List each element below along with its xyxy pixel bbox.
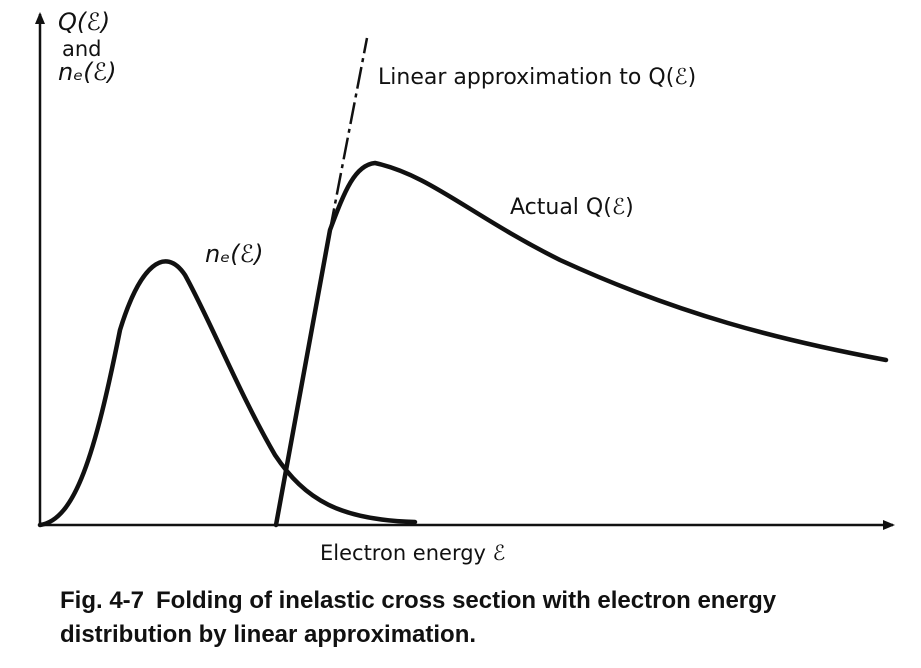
figure-caption: Fig. 4-7 Folding of inelastic cross secti…	[60, 584, 910, 652]
y-axis-label-line3: nₑ(ℰ)	[58, 58, 116, 86]
y-axis-label-line2: and	[62, 37, 102, 61]
ne-distribution-curve	[37, 259, 418, 528]
ne-curve-label: nₑ(ℰ)	[205, 240, 263, 268]
linear-approximation-line	[328, 37, 369, 231]
caption-text: Folding of inelastic cross section with …	[60, 587, 777, 648]
figure-number: Fig. 4-7	[60, 587, 145, 614]
linear-approximation-label: Linear approximation to Q(ℰ)	[378, 65, 696, 90]
y-axis-label-line1: Q(ℰ)	[58, 8, 110, 36]
actual-q-label: Actual Q(ℰ)	[510, 195, 634, 220]
actual-q-curve	[273, 160, 889, 528]
x-axis-label: Electron energy ℰ	[320, 541, 505, 565]
